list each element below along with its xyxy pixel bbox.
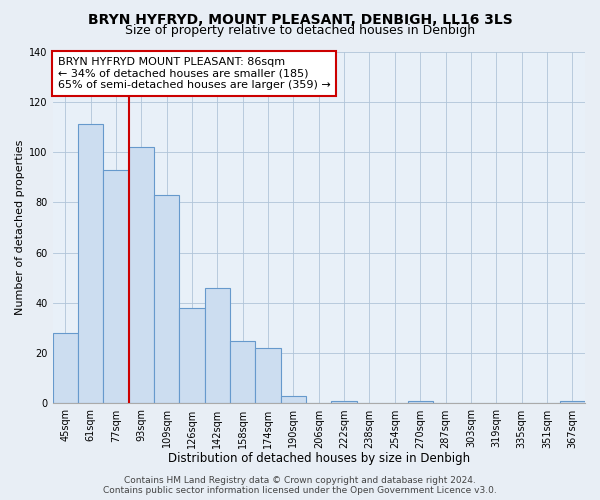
Bar: [281, 396, 306, 404]
Bar: [53, 333, 78, 404]
Bar: [256, 348, 281, 404]
Bar: [205, 288, 230, 404]
Bar: [154, 195, 179, 404]
Bar: [407, 401, 433, 404]
Bar: [103, 170, 128, 404]
Bar: [331, 401, 357, 404]
Text: Contains HM Land Registry data © Crown copyright and database right 2024.
Contai: Contains HM Land Registry data © Crown c…: [103, 476, 497, 495]
Text: Size of property relative to detached houses in Denbigh: Size of property relative to detached ho…: [125, 24, 475, 37]
Bar: [560, 401, 585, 404]
X-axis label: Distribution of detached houses by size in Denbigh: Distribution of detached houses by size …: [168, 452, 470, 465]
Bar: [230, 340, 256, 404]
Text: BRYN HYFRYD, MOUNT PLEASANT, DENBIGH, LL16 3LS: BRYN HYFRYD, MOUNT PLEASANT, DENBIGH, LL…: [88, 12, 512, 26]
Bar: [179, 308, 205, 404]
Bar: [78, 124, 103, 404]
Text: BRYN HYFRYD MOUNT PLEASANT: 86sqm
← 34% of detached houses are smaller (185)
65%: BRYN HYFRYD MOUNT PLEASANT: 86sqm ← 34% …: [58, 57, 331, 90]
Bar: [128, 147, 154, 404]
Y-axis label: Number of detached properties: Number of detached properties: [15, 140, 25, 315]
